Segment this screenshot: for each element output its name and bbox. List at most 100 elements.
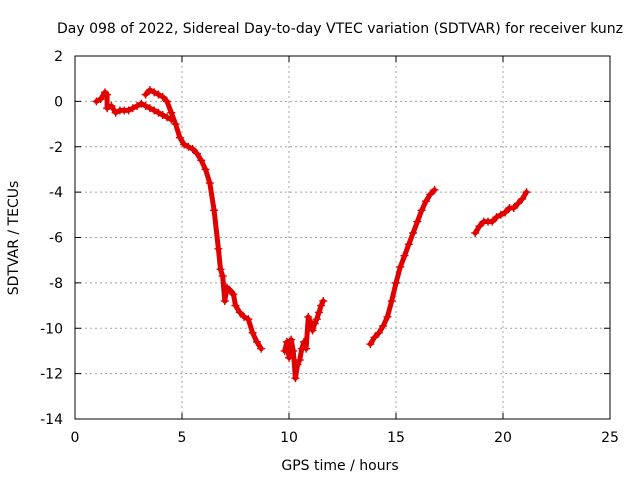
data-point — [374, 328, 383, 337]
data-point — [205, 179, 214, 188]
data-point — [137, 99, 146, 108]
data-point — [220, 297, 229, 306]
data-point — [302, 344, 311, 353]
x-axis-label: GPS time / hours — [281, 458, 398, 474]
data-point — [308, 326, 317, 335]
data-point — [257, 344, 266, 353]
data-point — [210, 206, 219, 215]
series-segment-5 — [471, 188, 531, 237]
data-point — [184, 142, 193, 151]
data-point — [310, 319, 319, 328]
data-point — [404, 240, 413, 249]
data-point — [280, 346, 289, 355]
data-point — [475, 222, 484, 231]
data-point — [513, 199, 522, 208]
data-point — [293, 360, 302, 369]
data-point — [282, 337, 291, 346]
series-segment-4 — [366, 185, 439, 349]
data-point — [522, 188, 531, 197]
data-point — [133, 101, 142, 110]
x-tick-label: 10 — [280, 430, 298, 446]
data-point — [158, 92, 167, 101]
data-point — [299, 337, 308, 346]
data-point — [312, 315, 321, 324]
data-point — [421, 197, 430, 206]
data-point — [163, 97, 172, 106]
data-point — [383, 312, 392, 321]
data-point — [197, 156, 206, 165]
x-tick-label: 0 — [71, 430, 80, 446]
data-point — [235, 308, 244, 317]
data-point — [319, 297, 328, 306]
data-point — [285, 353, 293, 362]
data-point — [128, 104, 137, 113]
data-point — [163, 113, 172, 122]
y-tick-label: -8 — [49, 276, 63, 292]
data-point — [141, 101, 150, 110]
data-point — [488, 217, 497, 226]
data-point — [314, 308, 323, 317]
y-tick-label: -6 — [49, 231, 63, 247]
x-tick-label: 5 — [178, 430, 187, 446]
data-point — [413, 217, 422, 226]
data-point — [492, 213, 501, 222]
data-point — [496, 210, 505, 219]
data-point — [392, 278, 400, 287]
grid-lines — [75, 56, 610, 419]
data-point — [400, 251, 409, 260]
data-point — [409, 228, 418, 237]
data-point — [188, 145, 197, 154]
data-point — [201, 165, 210, 174]
data-point — [417, 206, 426, 215]
data-point — [96, 95, 105, 104]
data-point — [240, 312, 249, 321]
y-tick-label: 0 — [54, 94, 63, 110]
data-point — [124, 106, 133, 115]
data-point — [291, 374, 300, 383]
x-tick-label: 15 — [387, 430, 405, 446]
data-point — [145, 104, 154, 113]
y-axis-label: SDTVAR / TECUs — [6, 181, 22, 296]
data-point — [295, 356, 304, 365]
data-point — [317, 301, 326, 310]
data-point — [141, 90, 150, 99]
data-point — [430, 185, 439, 194]
y-tick-label: 2 — [54, 49, 63, 65]
data-point — [306, 317, 315, 326]
data-point — [175, 133, 184, 142]
data-point — [158, 110, 167, 119]
data-point — [396, 262, 405, 271]
data-point — [248, 328, 257, 337]
data-point — [304, 312, 313, 321]
x-tick-label: 25 — [601, 430, 619, 446]
data-point — [154, 90, 163, 99]
x-tick-label: 20 — [494, 430, 512, 446]
y-tick-label: -14 — [40, 412, 63, 428]
data-point — [214, 244, 223, 253]
y-tick-label: -12 — [40, 367, 63, 383]
data-point — [501, 208, 510, 217]
data-point — [216, 265, 225, 274]
series-segment-3 — [280, 297, 328, 383]
y-tick-label: -4 — [49, 185, 63, 201]
data-point — [252, 337, 261, 346]
data-point — [387, 297, 396, 306]
data-point — [289, 346, 298, 355]
data-point — [229, 290, 238, 299]
data-point — [103, 104, 112, 113]
data-point — [103, 90, 112, 99]
data-point — [471, 228, 480, 237]
chart-title: Day 098 of 2022, Sidereal Day-to-day VTE… — [57, 21, 623, 37]
data-point — [287, 335, 296, 344]
y-tick-label: -10 — [40, 321, 63, 337]
data-point — [171, 120, 180, 129]
data-series — [92, 86, 531, 383]
data-point — [92, 97, 101, 106]
data-point — [167, 108, 176, 117]
data-point — [231, 301, 240, 310]
data-point — [107, 101, 116, 110]
data-point — [370, 333, 379, 342]
data-point — [192, 149, 201, 158]
